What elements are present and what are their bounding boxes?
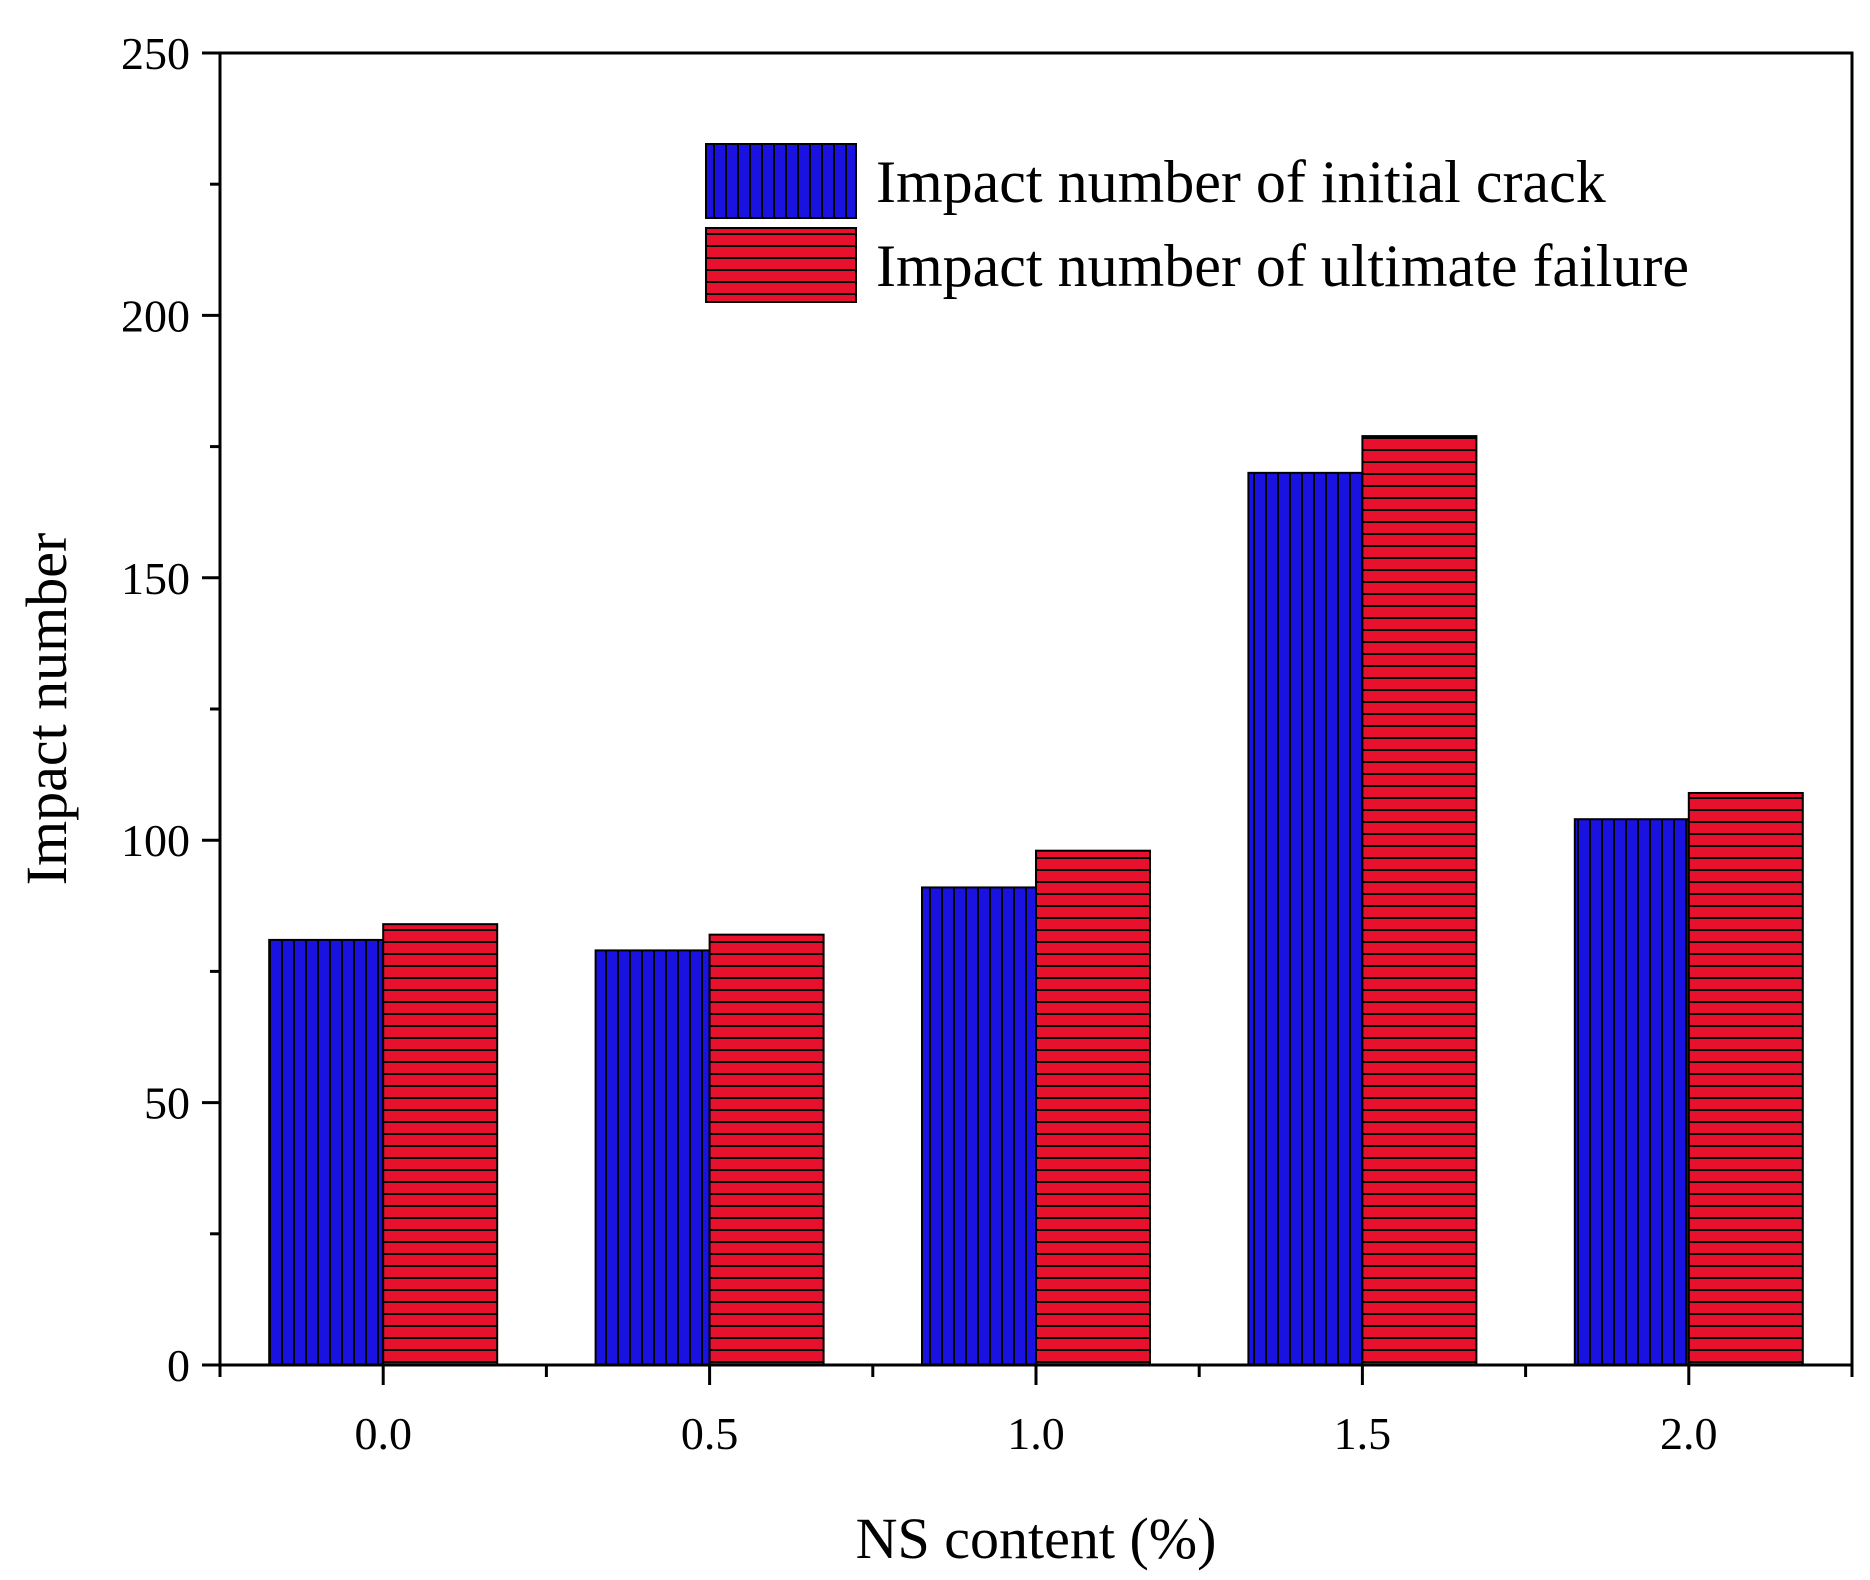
bar-initial-crack-1.5 [1247, 471, 1364, 1366]
y-tick-label: 250 [121, 28, 190, 79]
x-tick-label: 0.5 [681, 1408, 739, 1459]
x-tick-label: 2.0 [1660, 1408, 1718, 1459]
bar-ultimate-failure-0.0 [382, 923, 499, 1367]
y-tick-label: 50 [144, 1078, 190, 1129]
bar-initial-crack-2.0 [1573, 818, 1690, 1366]
y-tick-label: 0 [167, 1340, 190, 1391]
bar-ultimate-failure-1.0 [1035, 849, 1151, 1366]
bar-ultimate-failure-1.5 [1361, 435, 1478, 1366]
bar-initial-crack-0.5 [594, 949, 711, 1367]
bar-ultimate-failure-0.5 [708, 933, 825, 1366]
bar-ultimate-failure-2.0 [1687, 791, 1804, 1366]
y-tick-label: 150 [121, 553, 190, 604]
legend-swatch-initial-crack [705, 143, 857, 219]
y-tick-label: 200 [121, 290, 190, 341]
legend-label-initial-crack: Impact number of initial crack [876, 149, 1606, 215]
bar-initial-crack-0.0 [268, 938, 385, 1366]
y-axis-title: Impact number [14, 533, 79, 886]
legend-label-ultimate-failure: Impact number of ultimate failure [876, 233, 1689, 299]
y-tick-label: 100 [121, 815, 190, 866]
x-tick-label: 1.0 [1007, 1408, 1065, 1459]
legend-swatch-ultimate-failure [705, 227, 857, 303]
x-tick-label: 1.5 [1334, 1408, 1392, 1459]
x-axis-title: NS content (%) [856, 1506, 1217, 1571]
x-tick-label: 0.0 [354, 1408, 412, 1459]
bar-initial-crack-1.0 [921, 886, 1037, 1366]
